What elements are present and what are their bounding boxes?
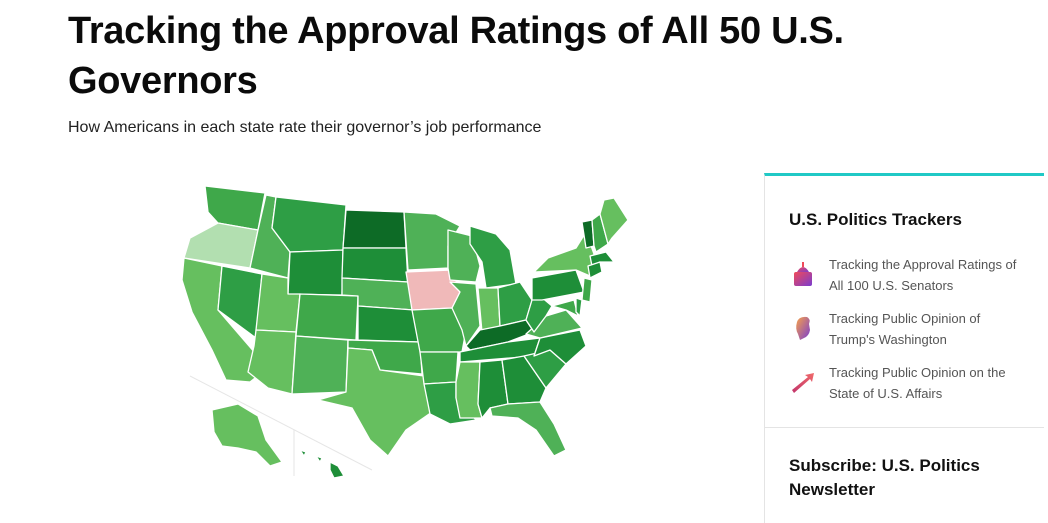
state-MT[interactable]	[271, 196, 347, 253]
tracker-link-us-affairs[interactable]: Tracking Public Opinion on the State of …	[789, 362, 1029, 406]
state-MI[interactable]	[469, 225, 517, 289]
capitol-icon	[789, 260, 817, 288]
state-TX[interactable]	[317, 347, 433, 457]
state-IN[interactable]	[477, 287, 501, 333]
state-PA[interactable]	[531, 269, 585, 301]
tracker-link-senators[interactable]: Tracking the Approval Ratings of All 100…	[789, 254, 1029, 298]
page-title: Tracking the Approval Ratings of All 50 …	[68, 10, 844, 102]
inset-divider	[189, 375, 373, 476]
state-NH[interactable]	[591, 213, 609, 253]
tracker-link-trump[interactable]: Tracking Public Opinion of Trump's Washi…	[789, 308, 1029, 352]
governor-approval-map[interactable]	[180, 180, 640, 490]
state-MD[interactable]	[551, 299, 579, 317]
state-IL[interactable]	[449, 281, 481, 347]
state-ME[interactable]	[599, 197, 629, 245]
state-CO[interactable]	[295, 293, 359, 341]
state-AZ[interactable]	[247, 329, 297, 395]
state-WY[interactable]	[287, 249, 344, 296]
state-MO[interactable]	[411, 307, 467, 353]
newsletter-title[interactable]: Subscribe: U.S. Politics Newsletter	[789, 456, 980, 499]
state-GA[interactable]	[501, 355, 547, 405]
state-NJ[interactable]	[581, 277, 593, 303]
sidebar-divider	[765, 427, 1044, 428]
state-WA[interactable]	[204, 185, 266, 231]
sidebar: U.S. Politics Trackers Tracking the Appr…	[764, 173, 1044, 523]
tracker-label: Tracking Public Opinion of Trump's Washi…	[829, 311, 981, 347]
state-HI[interactable]	[299, 449, 345, 479]
trend-arrow-icon	[789, 368, 817, 396]
state-FL[interactable]	[489, 401, 567, 457]
state-AK[interactable]	[211, 403, 283, 467]
tracker-label: Tracking Public Opinion on the State of …	[829, 365, 1006, 401]
page-subtitle: How Americans in each state rate their g…	[68, 119, 542, 136]
sidebar-title: U.S. Politics Trackers	[789, 210, 962, 229]
state-CT[interactable]	[587, 261, 603, 279]
state-NM[interactable]	[291, 335, 349, 395]
tracker-label: Tracking the Approval Ratings of All 100…	[829, 257, 1017, 293]
state-KS[interactable]	[357, 305, 421, 343]
trump-head-icon	[789, 314, 817, 342]
state-SD[interactable]	[341, 247, 409, 283]
state-ND[interactable]	[342, 209, 407, 249]
state-AR[interactable]	[419, 351, 459, 385]
state-DE[interactable]	[575, 297, 583, 317]
